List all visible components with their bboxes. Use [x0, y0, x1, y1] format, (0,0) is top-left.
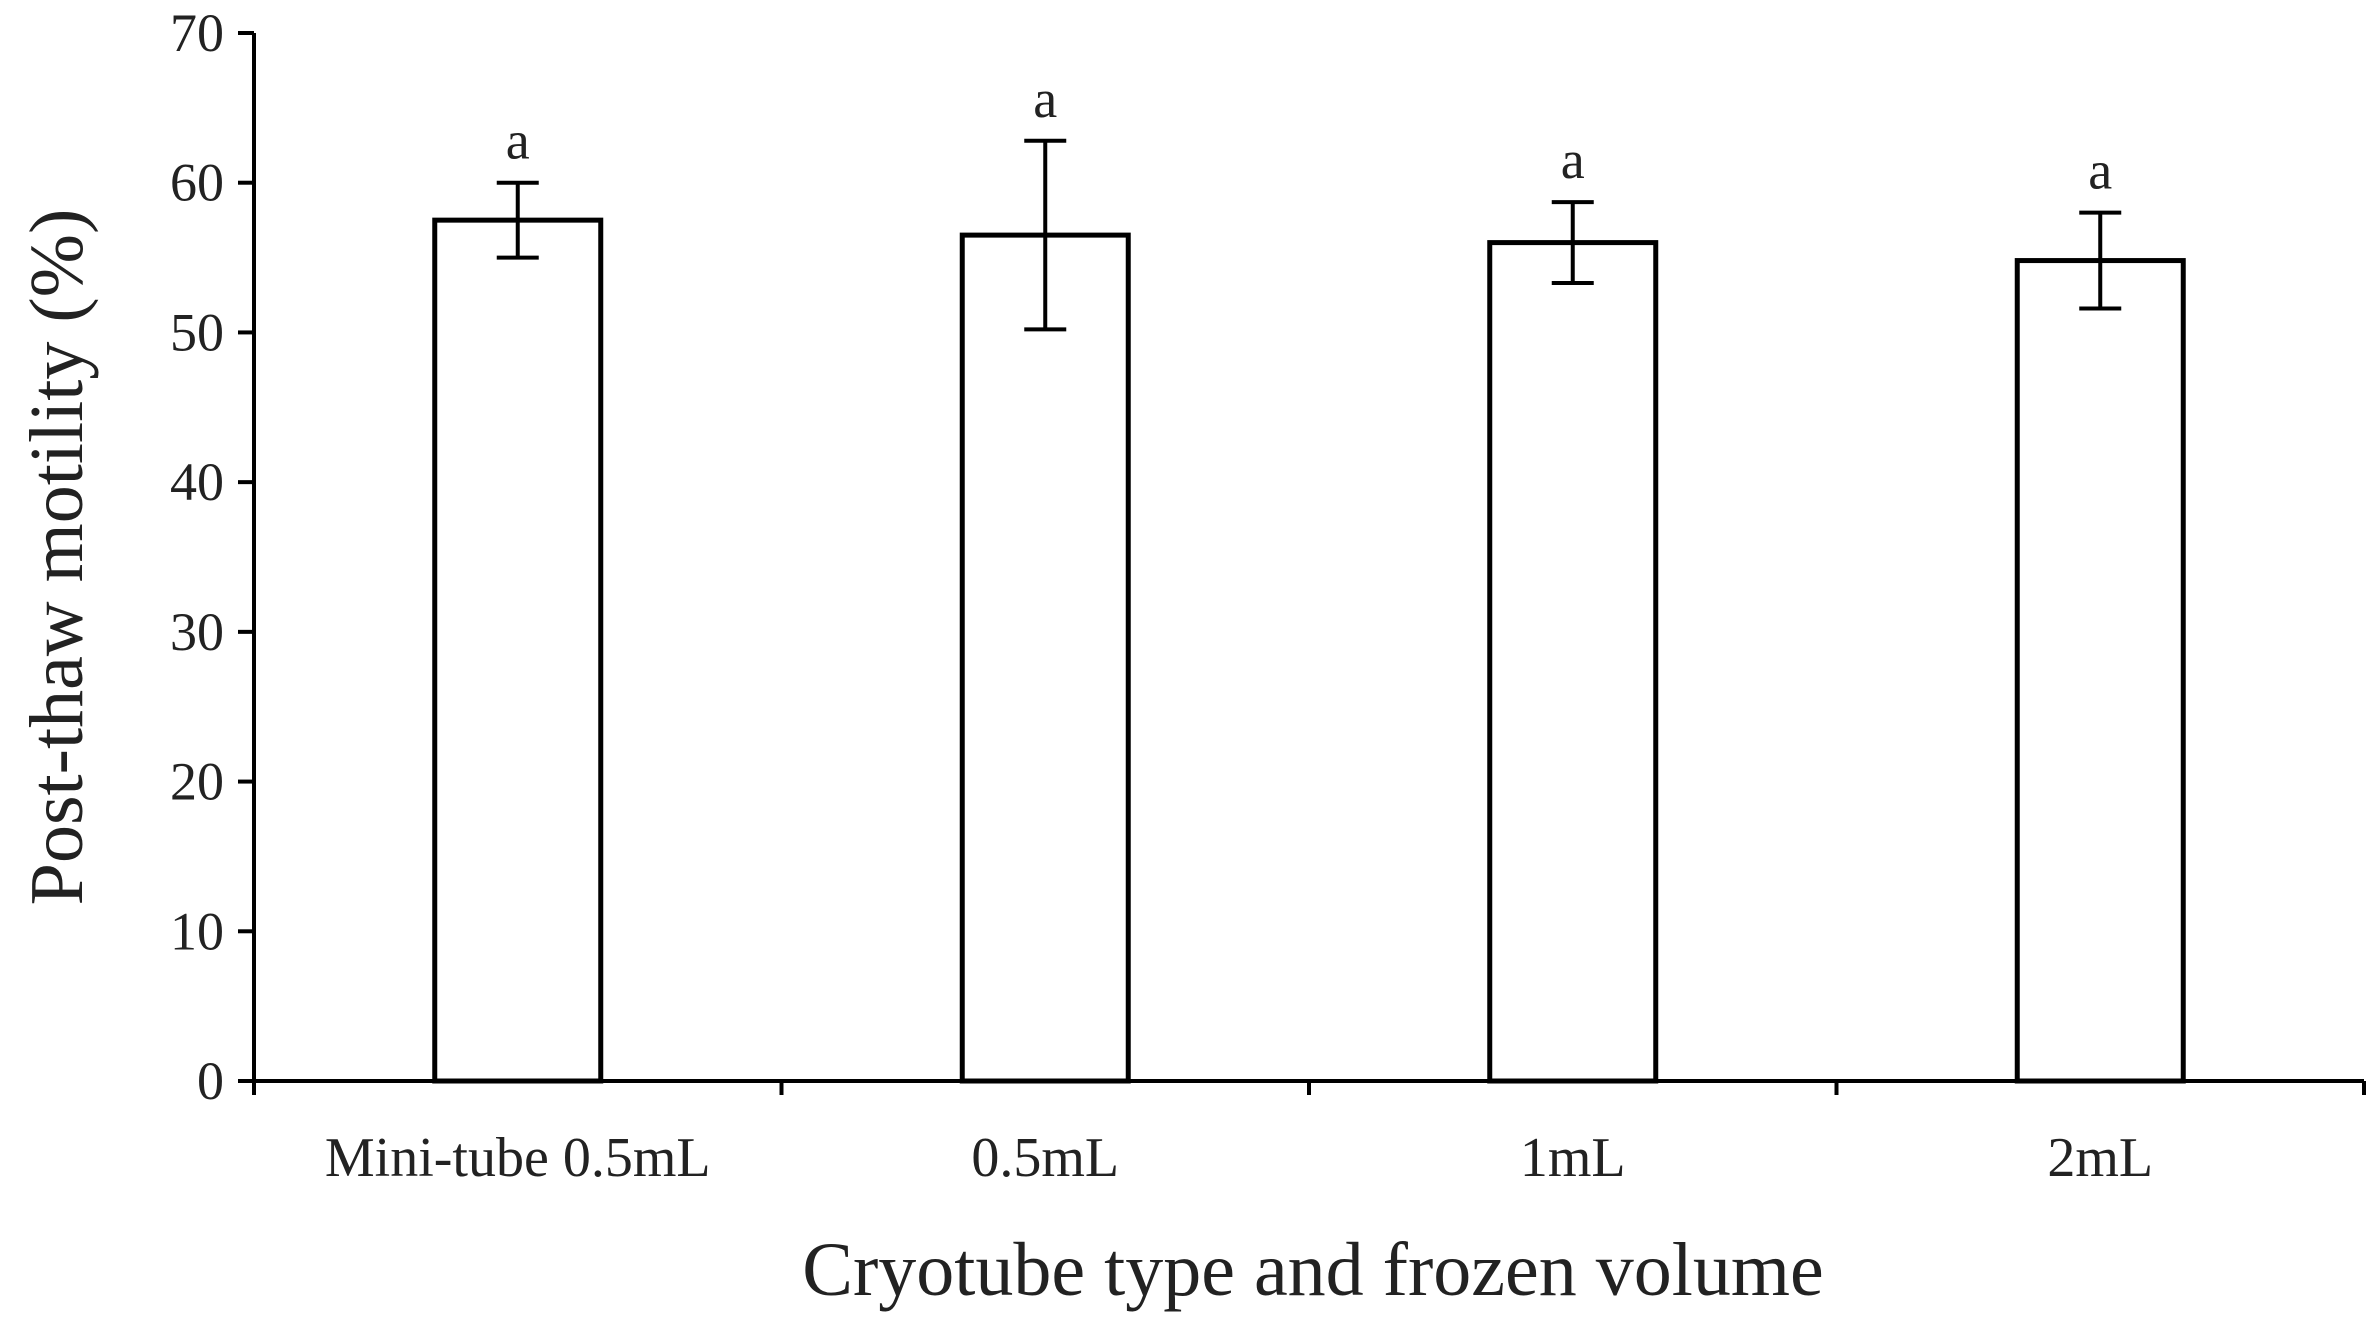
y-tick-label-6: 60 — [170, 153, 224, 213]
category-label-1: 0.5mL — [971, 1127, 1119, 1189]
significance-label-2: a — [1561, 130, 1585, 190]
bar-3 — [2014, 258, 2186, 1084]
x-axis-ticks — [252, 1081, 2366, 1095]
y-tick-label-5: 50 — [170, 302, 224, 362]
error-bar-0 — [496, 180, 539, 260]
significance-label-3: a — [2088, 141, 2112, 201]
category-labels: Mini-tube 0.5mL 0.5mL 1mL 2mL — [325, 1127, 2153, 1189]
error-bars — [496, 138, 2122, 332]
error-bar-3 — [2079, 210, 2122, 311]
y-axis-ticks: 0 10 20 30 40 50 60 70 — [170, 3, 254, 1111]
error-bar-1 — [1024, 138, 1067, 332]
significance-labels: a a a a — [506, 69, 2113, 201]
y-tick-label-1: 10 — [170, 901, 224, 961]
y-axis-title: Post-thaw motility (%) — [15, 209, 99, 906]
bar-0 — [432, 217, 604, 1084]
significance-label-1: a — [1033, 69, 1057, 129]
y-tick-label-2: 20 — [170, 752, 224, 812]
y-tick-label-4: 40 — [170, 452, 224, 512]
category-label-0: Mini-tube 0.5mL — [325, 1127, 711, 1189]
y-tick-label-7: 70 — [170, 3, 224, 63]
y-tick-label-0: 0 — [197, 1051, 224, 1111]
category-label-3: 2mL — [2047, 1127, 2153, 1189]
x-axis-title: Cryotube type and frozen volume — [802, 1228, 1823, 1312]
bars — [432, 217, 2186, 1084]
error-bar-2 — [1551, 200, 1594, 286]
bar-2 — [1487, 240, 1659, 1084]
significance-label-0: a — [506, 111, 530, 171]
bar-1 — [959, 232, 1131, 1084]
category-label-2: 1mL — [1520, 1127, 1626, 1189]
y-tick-label-3: 30 — [170, 602, 224, 662]
